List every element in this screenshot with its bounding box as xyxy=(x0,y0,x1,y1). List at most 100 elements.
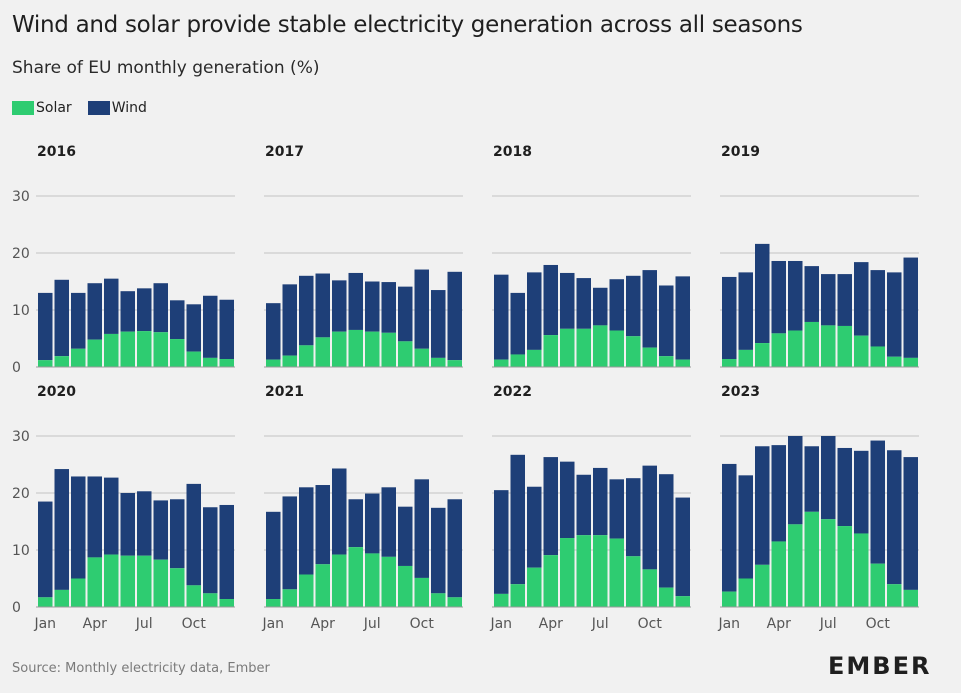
wind-bar xyxy=(137,288,152,332)
wind-bar xyxy=(104,278,119,334)
wind-bar xyxy=(903,257,918,358)
solar-bar xyxy=(282,355,297,367)
wind-bar xyxy=(332,280,347,332)
wind-bar xyxy=(887,450,902,585)
solar-bar xyxy=(609,538,624,607)
solar-bar xyxy=(755,343,770,367)
ember-logo: EMBER xyxy=(828,652,932,680)
wind-bar xyxy=(71,292,86,349)
solar-bar xyxy=(755,564,770,607)
wind-bar xyxy=(71,476,86,579)
wind-bar xyxy=(659,285,674,357)
wind-bar xyxy=(414,269,429,349)
solar-bar xyxy=(527,567,542,607)
panel-year-label: 2016 xyxy=(37,144,76,160)
solar-bar xyxy=(104,333,119,367)
wind-bar xyxy=(38,292,53,361)
x-tick-label: Jan xyxy=(489,616,512,632)
x-tick-label: Oct xyxy=(410,616,435,632)
wind-bar xyxy=(203,507,218,594)
solar-bar xyxy=(738,578,753,607)
wind-bar xyxy=(381,487,396,557)
solar-bar xyxy=(315,564,330,607)
solar-bar xyxy=(365,331,380,367)
wind-bar xyxy=(609,479,624,539)
solar-bar xyxy=(170,568,185,607)
solar-bar xyxy=(299,345,314,367)
panel-year-label: 2017 xyxy=(265,144,304,160)
solar-bar xyxy=(348,329,363,367)
y-tick-label: 20 xyxy=(12,486,30,502)
wind-bar xyxy=(315,485,330,565)
legend-item-wind: Wind xyxy=(87,100,147,116)
wind-bar xyxy=(266,511,281,600)
solar-bar xyxy=(788,330,803,367)
wind-bar xyxy=(299,487,314,575)
panel-year-label: 2021 xyxy=(265,384,304,400)
solar-bar xyxy=(837,526,852,607)
wind-bar xyxy=(219,299,234,360)
wind-bar xyxy=(348,499,363,548)
solar-bar xyxy=(120,331,135,367)
solar-bar xyxy=(771,541,786,607)
legend-swatch-wind xyxy=(87,101,110,115)
wind-bar xyxy=(903,457,918,590)
wind-bar xyxy=(576,474,591,536)
solar-bar xyxy=(494,359,509,367)
solar-bar xyxy=(659,587,674,607)
solar-bar xyxy=(398,565,413,607)
wind-bar xyxy=(186,483,201,586)
wind-bar xyxy=(54,469,69,590)
x-tick-label: Apr xyxy=(83,616,107,632)
legend: Solar Wind xyxy=(12,100,163,116)
wind-bar xyxy=(609,279,624,331)
solar-bar xyxy=(593,325,608,367)
wind-bar xyxy=(527,272,542,350)
solar-bar xyxy=(527,349,542,367)
wind-bar xyxy=(282,284,297,356)
solar-bar xyxy=(722,359,737,367)
wind-bar xyxy=(494,490,509,594)
y-tick-label: 30 xyxy=(12,429,30,445)
wind-bar xyxy=(854,450,869,534)
wind-bar xyxy=(87,283,102,340)
source-note: Source: Monthly electricity data, Ember xyxy=(12,661,270,676)
y-tick-label: 20 xyxy=(12,246,30,262)
solar-bar xyxy=(153,332,168,367)
panel-year-label: 2020 xyxy=(37,384,76,400)
wind-bar xyxy=(642,270,657,348)
solar-bar xyxy=(642,347,657,367)
wind-bar xyxy=(431,507,446,594)
y-tick-label: 0 xyxy=(12,600,21,616)
solar-bar xyxy=(510,354,525,367)
solar-bar xyxy=(626,336,641,367)
wind-bar xyxy=(675,497,690,597)
panel-year-label: 2023 xyxy=(721,384,760,400)
wind-bar xyxy=(722,463,737,592)
wind-bar xyxy=(494,274,509,360)
y-tick-label: 10 xyxy=(12,303,30,319)
solar-bar xyxy=(266,359,281,367)
solar-bar xyxy=(543,555,558,607)
solar-bar xyxy=(414,348,429,367)
wind-bar xyxy=(837,274,852,326)
x-tick-label: Jul xyxy=(819,616,837,632)
solar-bar xyxy=(137,555,152,607)
wind-bar xyxy=(153,283,168,333)
solar-bar xyxy=(675,596,690,607)
solar-bar xyxy=(153,559,168,607)
wind-bar xyxy=(332,468,347,555)
wind-bar xyxy=(543,457,558,556)
wind-bar xyxy=(626,478,641,557)
wind-bar xyxy=(38,501,53,598)
wind-bar xyxy=(104,477,119,555)
wind-bar xyxy=(738,272,753,350)
solar-bar xyxy=(903,589,918,607)
solar-bar xyxy=(38,360,53,367)
x-tick-label: Oct xyxy=(866,616,891,632)
solar-bar xyxy=(771,333,786,367)
wind-bar xyxy=(626,275,641,337)
wind-bar xyxy=(365,493,380,554)
solar-bar xyxy=(576,328,591,367)
wind-bar xyxy=(722,276,737,360)
